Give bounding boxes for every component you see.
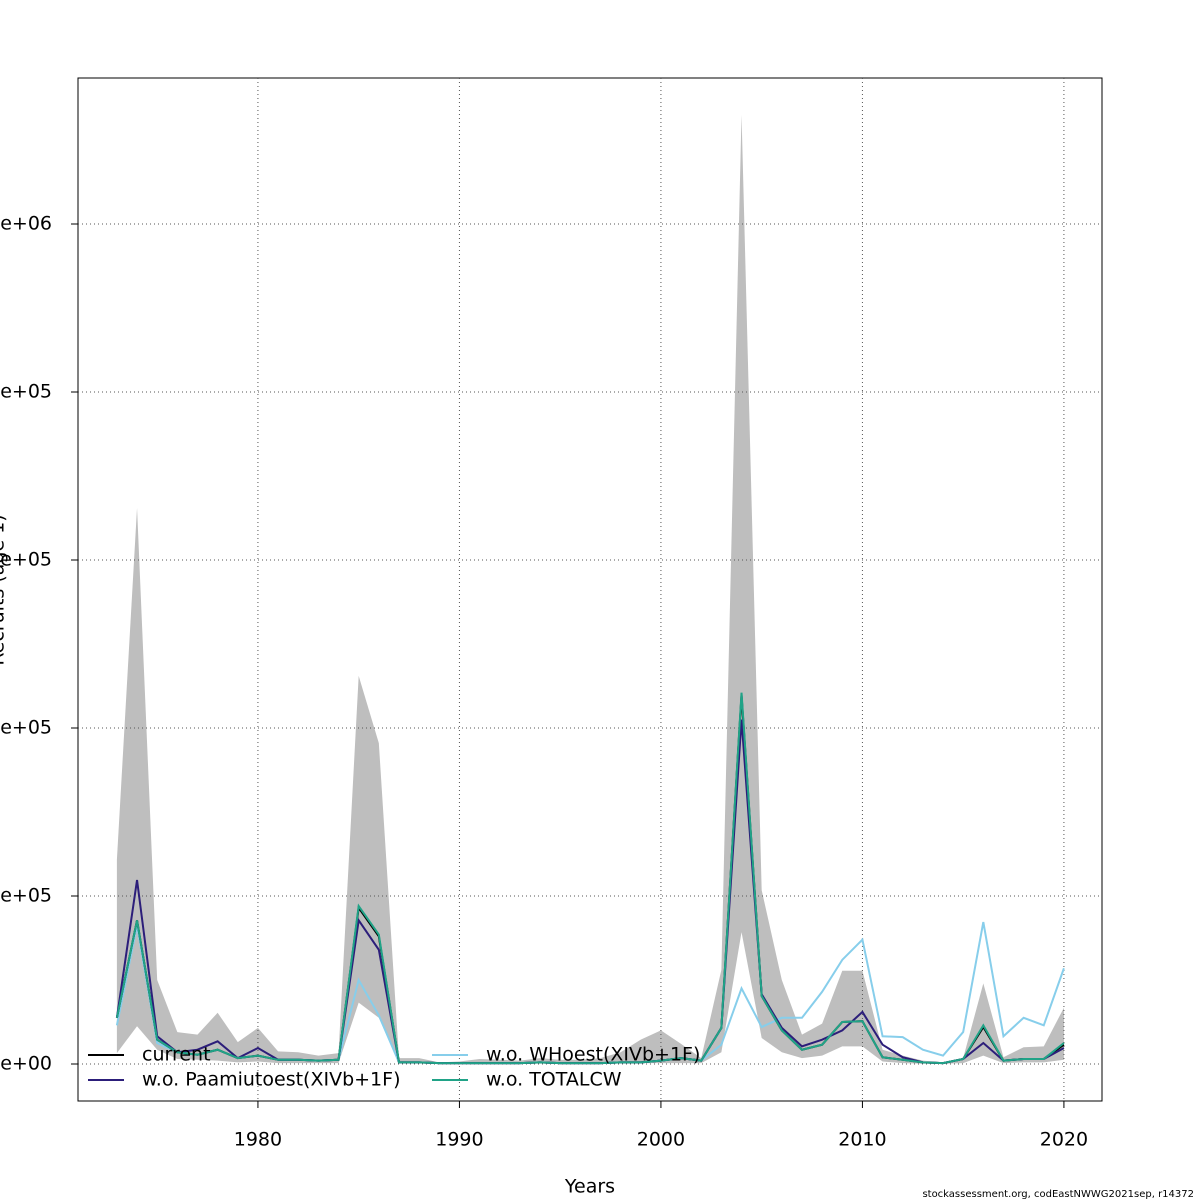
y-tick-label: 4e+05 [0,716,52,738]
x-tick-label: 1990 [435,1129,483,1151]
legend-label: w.o. WHoest(XIVb+1F) [486,1044,700,1066]
series-line [115,692,1065,1065]
legend-label: w.o. TOTALCW [486,1069,622,1091]
x-tick-label: 2000 [637,1129,685,1151]
x-tick-label: 2010 [838,1129,886,1151]
x-tick-label: 1980 [234,1129,282,1151]
y-axis-label: Recruits (age 1) [0,514,9,665]
y-tick-label: 8e+05 [0,381,52,403]
footer: stockassessment.org, codEastNWWG2021sep,… [922,1189,1194,1200]
x-tick-label: 2020 [1040,1129,1088,1151]
y-tick-label: 0e+00 [0,1052,52,1074]
legend-label: current [142,1044,211,1066]
legend-label: w.o. Paamiutoest(XIVb+1F) [142,1069,400,1091]
y-tick-label: 6e+05 [0,549,52,571]
series-line [115,719,1065,1065]
plot-frame [77,77,1103,1102]
series-line [115,695,1065,1065]
y-tick-label: 1e+06 [0,213,52,235]
x-axis-label: Years [564,1176,615,1198]
y-tick-label: 2e+05 [0,884,52,906]
confidence-band [116,114,1064,1064]
